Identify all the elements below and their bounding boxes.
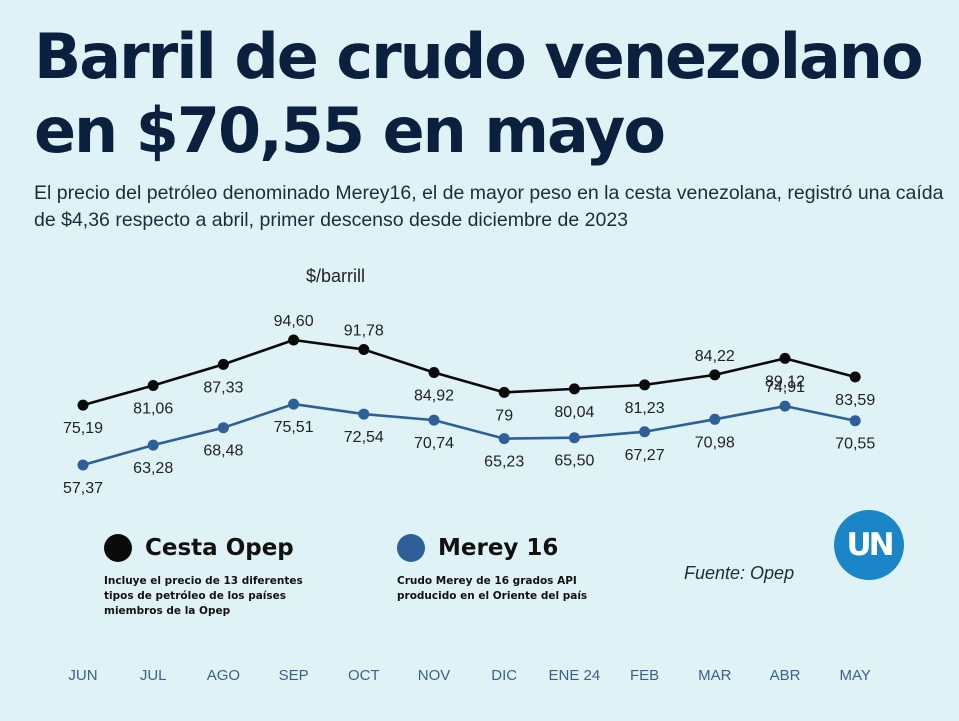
data-point-merey [779, 400, 791, 412]
data-point-merey [709, 413, 721, 425]
data-point-merey [639, 426, 651, 438]
x-tick-label: DIC [491, 667, 517, 684]
data-label-merey: 72,54 [344, 429, 384, 446]
un-logo: UN [834, 510, 904, 580]
data-label-opep: 81,06 [133, 400, 173, 417]
data-point-opep [147, 379, 159, 391]
data-label-merey: 67,27 [625, 447, 665, 464]
data-label-merey: 63,28 [133, 460, 173, 477]
data-label-opep: 80,04 [554, 404, 594, 421]
data-label-opep: 89,12 [765, 373, 805, 390]
legend-marker-opep [104, 534, 132, 562]
data-label-opep: 83,59 [835, 392, 875, 409]
data-point-opep [428, 367, 440, 379]
data-point-merey [147, 439, 159, 451]
data-label-opep: 81,23 [625, 400, 665, 417]
data-label-opep: 91,78 [344, 322, 384, 339]
legend-item-opep: Cesta Opep Incluye el precio de 13 difer… [104, 534, 314, 619]
legend-label-opep: Cesta Opep [145, 535, 294, 561]
data-point-opep [639, 379, 651, 391]
x-tick-label: NOV [418, 667, 451, 684]
x-tick-label: OCT [348, 667, 380, 684]
data-point-merey [217, 422, 229, 434]
data-point-opep [358, 343, 370, 355]
data-label-merey: 74,91 [765, 379, 805, 396]
data-point-merey [288, 398, 300, 410]
legend-label-merey: Merey 16 [438, 535, 559, 561]
data-point-opep [849, 371, 861, 383]
x-tick-label: MAR [698, 667, 732, 684]
series-line-opep [82, 338, 856, 407]
data-label-merey: 65,50 [554, 453, 594, 470]
data-label-merey: 57,37 [63, 480, 103, 497]
data-label-opep: 75,19 [63, 420, 103, 437]
legend-description-merey: Crudo Merey de 16 grados API producido e… [397, 575, 588, 602]
x-tick-label: SEP [279, 667, 309, 684]
data-point-merey [849, 415, 861, 427]
data-point-opep [288, 334, 300, 346]
source-note: Fuente: Opep [684, 563, 795, 583]
x-tick-label: FEB [630, 667, 659, 684]
data-label-opep: 84,92 [414, 388, 454, 405]
data-label-opep: 94,60 [274, 313, 314, 330]
series-line-merey [82, 402, 856, 467]
data-point-merey [568, 432, 580, 444]
legend-description-opep: Incluye el precio de 13 diferentes tipos… [104, 575, 303, 617]
data-label-opep: 79 [495, 407, 513, 424]
data-label-merey: 65,23 [484, 454, 524, 471]
data-point-opep [779, 352, 791, 364]
data-label-merey: 75,51 [274, 419, 314, 436]
data-point-merey [428, 414, 440, 426]
data-point-opep [77, 399, 89, 411]
data-label-merey: 70,74 [414, 435, 454, 452]
data-point-opep [217, 358, 229, 370]
data-point-merey [498, 433, 510, 445]
data-point-opep [568, 383, 580, 395]
data-label-opep: 87,33 [203, 379, 243, 396]
data-point-opep [709, 369, 721, 381]
chart-subtitle: El precio del petróleo denominado Merey1… [34, 182, 944, 231]
data-label-opep: 84,22 [695, 348, 735, 365]
y-axis-unit-label: $/barrill [306, 266, 366, 286]
data-label-merey: 68,48 [203, 443, 243, 460]
x-tick-label: ABR [770, 667, 801, 684]
data-label-merey: 70,55 [835, 436, 875, 453]
data-point-merey [358, 408, 370, 420]
x-tick-label: AGO [207, 667, 240, 684]
x-tick-label: JUL [140, 667, 167, 684]
chart-title: Barril de crudo venezolano en $70,55 en … [34, 20, 924, 167]
legend-item-merey: Merey 16 Crudo Merey de 16 grados API pr… [397, 534, 617, 604]
x-tick-label: JUN [68, 667, 97, 684]
x-tick-label: ENE 24 [549, 667, 601, 684]
x-tick-label: MAY [839, 667, 870, 684]
data-point-opep [498, 386, 510, 398]
data-label-merey: 70,98 [695, 434, 735, 451]
data-point-merey [77, 459, 89, 471]
legend-marker-merey [397, 534, 425, 562]
